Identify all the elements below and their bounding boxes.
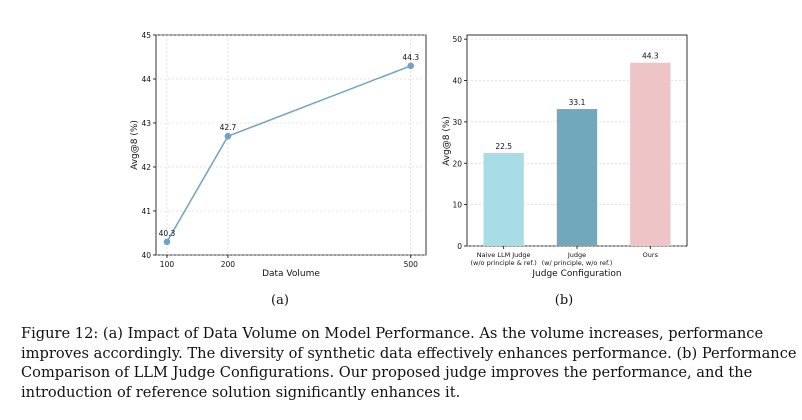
bar-value-label: 33.1	[569, 98, 586, 107]
panel-label-b: (b)	[555, 293, 573, 308]
y-tick-label: 30	[452, 118, 462, 127]
y-axis-ticks: 0 10 20 30 40 50	[452, 35, 467, 251]
data-label: 44.3	[402, 53, 419, 62]
bar-value-label: 22.5	[495, 142, 512, 151]
y-tick-label: 20	[452, 159, 462, 168]
y-tick-label: 45	[141, 31, 151, 40]
plot-frame	[155, 34, 427, 256]
x-tick-sublabel: (w/ principle, w/o ref.)	[542, 259, 613, 267]
grid	[156, 34, 426, 256]
x-axis-ticks: Naive LLM Judge(w/o principle & ref.) Jud…	[471, 246, 659, 267]
caption-line: introduction of reference solution signi…	[21, 383, 461, 401]
bars: 22.5 33.1 44.3	[483, 52, 671, 247]
y-axis-label: Avg@8 (%)	[130, 120, 140, 170]
y-tick-label: 42	[141, 163, 151, 172]
line-chart-panel: 40 41 42 43 44 45 100 200 500 40.3 42.7 44.3 Data…	[130, 31, 427, 308]
y-tick-label: 41	[141, 207, 151, 216]
data-label: 40.3	[159, 229, 176, 238]
data-points: 40.3 42.7 44.3	[159, 53, 419, 246]
x-axis-label: Data Volume	[262, 269, 320, 279]
y-tick-label: 0	[457, 242, 462, 251]
bar	[483, 152, 524, 246]
y-tick-label: 44	[141, 75, 151, 84]
x-tick-sublabel: (w/o principle & ref.)	[471, 259, 537, 267]
bar	[556, 109, 598, 247]
bar-chart-panel: 0 10 20 30 40 50 22.5 33.1 44.3 Naive LLM Judge…	[442, 34, 688, 308]
y-axis-label: Avg@8 (%)	[442, 116, 452, 166]
x-tick-label: 200	[221, 260, 236, 269]
caption-line: Figure 12: (a) Impact of Data Volume on …	[21, 325, 764, 342]
y-tick-label: 40	[452, 77, 462, 86]
x-tick-label: Judge	[567, 251, 586, 259]
panel-label-a: (a)	[271, 293, 289, 308]
y-tick-label: 40	[141, 251, 151, 260]
caption-line: improves accordingly. The diversity of s…	[21, 344, 797, 362]
x-axis-label: Judge Configuration	[531, 269, 621, 279]
x-tick-label: Naive LLM Judge	[477, 251, 531, 259]
data-point	[407, 62, 415, 70]
y-tick-label: 10	[452, 201, 462, 210]
data-point	[224, 132, 232, 140]
x-tick-label: Ours	[643, 251, 659, 259]
bar	[630, 62, 671, 247]
data-label: 42.7	[220, 123, 237, 132]
y-tick-label: 50	[452, 35, 462, 44]
y-tick-label: 43	[141, 119, 151, 128]
x-tick-label: 500	[404, 260, 419, 269]
bar-value-label: 44.3	[642, 52, 659, 61]
data-line	[166, 65, 412, 243]
x-axis-ticks: 100 200 500	[160, 255, 418, 269]
caption-line: Comparison of LLM Judge Configurations. …	[21, 364, 753, 382]
figure-caption: Figure 12: (a) Impact of Data Volume on …	[21, 324, 797, 402]
y-axis-ticks: 40 41 42 43 44 45	[141, 31, 156, 260]
x-tick-label: 100	[160, 260, 175, 269]
data-point	[163, 238, 171, 246]
